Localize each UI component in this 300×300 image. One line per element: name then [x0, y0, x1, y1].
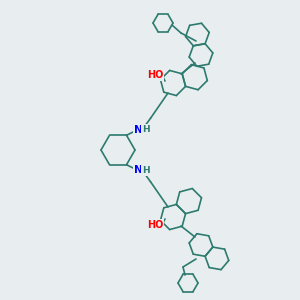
Text: N: N: [134, 165, 143, 175]
Text: HO: HO: [147, 220, 163, 230]
Text: H: H: [142, 166, 149, 175]
Text: N: N: [134, 125, 143, 135]
Text: H: H: [142, 125, 149, 134]
Text: HO: HO: [147, 70, 163, 80]
